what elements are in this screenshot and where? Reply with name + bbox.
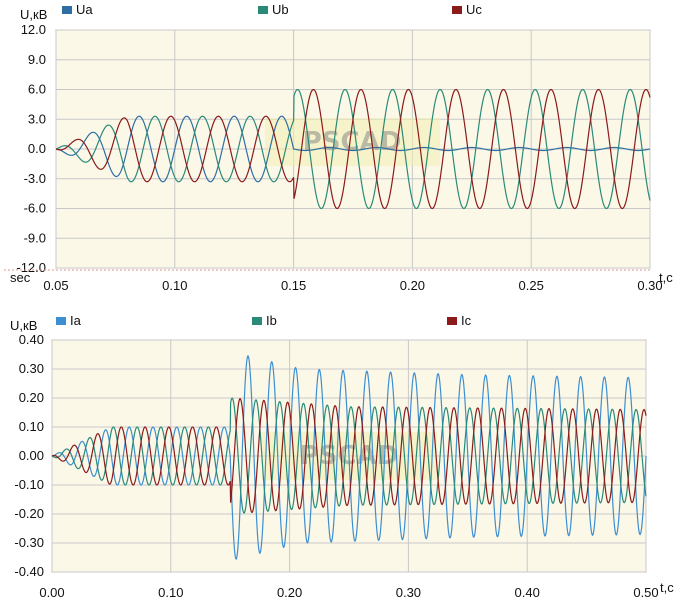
legend-label: Ia bbox=[70, 313, 82, 328]
voltage-y-tick-label: 3.0 bbox=[28, 111, 46, 126]
voltage-y-tick-label: 12.0 bbox=[21, 22, 46, 37]
voltage-y-axis-label: U,кВ bbox=[20, 7, 47, 22]
voltage-series-uc bbox=[55, 88, 651, 210]
legend-label: Uc bbox=[466, 2, 482, 17]
legend-item-uc: Uc bbox=[452, 2, 482, 17]
current-series-ic bbox=[51, 398, 647, 514]
voltage-x-tick-label: 0.20 bbox=[400, 278, 425, 293]
legend-swatch bbox=[62, 6, 72, 14]
voltage-chart: PSCAD 12.09.06.03.00.0-3.0-6.0-9.0-12.0 … bbox=[4, 2, 673, 293]
current-y-tick-label: 0.20 bbox=[19, 390, 44, 405]
current-x-tick-label: 0.10 bbox=[158, 585, 183, 600]
current-y-tick-label: -0.10 bbox=[14, 477, 44, 492]
voltage-y-tick-label: 9.0 bbox=[28, 52, 46, 67]
voltage-x-axis-prefix: sec bbox=[10, 270, 31, 285]
voltage-x-axis-label: t,c bbox=[659, 270, 673, 285]
current-x-tick-label: 0.50 bbox=[633, 585, 658, 600]
current-y-tick-label: 0.00 bbox=[19, 448, 44, 463]
voltage-series-group bbox=[55, 88, 651, 210]
current-series-group bbox=[51, 354, 647, 561]
legend-item-ub: Ub bbox=[258, 2, 289, 17]
voltage-y-tick-labels: 12.0 9.0 6.0 3.0 0.0 -3.0 -6.0 -9.0 -12.0 bbox=[16, 22, 46, 275]
voltage-y-tick-label: 0.0 bbox=[28, 141, 46, 156]
voltage-x-tick-label: 0.25 bbox=[519, 278, 544, 293]
voltage-x-tick-label: 0.05 bbox=[43, 278, 68, 293]
legend-swatch bbox=[56, 317, 66, 325]
current-y-tick-label: -0.20 bbox=[14, 506, 44, 521]
voltage-y-tick-label: -6.0 bbox=[24, 201, 46, 216]
voltage-y-tick-label: -9.0 bbox=[24, 230, 46, 245]
legend-swatch bbox=[452, 6, 462, 14]
voltage-y-tick-label: -3.0 bbox=[24, 171, 46, 186]
current-x-tick-label: 0.40 bbox=[515, 585, 540, 600]
current-y-tick-label: -0.30 bbox=[14, 535, 44, 550]
current-legend: Ia Ib Ic bbox=[56, 313, 472, 328]
legend-label: Ua bbox=[76, 2, 93, 17]
legend-item-ib: Ib bbox=[252, 313, 277, 328]
current-y-tick-label: 0.10 bbox=[19, 419, 44, 434]
voltage-x-tick-label: 0.15 bbox=[281, 278, 306, 293]
current-series-ia bbox=[51, 354, 647, 561]
current-y-tick-labels: 0.40 0.30 0.20 0.10 0.00 -0.10 -0.20 -0.30 -0.40 bbox=[14, 332, 44, 579]
voltage-x-tick-label: 0.10 bbox=[162, 278, 187, 293]
voltage-y-tick-label: -12.0 bbox=[16, 260, 46, 275]
voltage-legend: Ua Ub Uc bbox=[62, 2, 482, 17]
current-chart: PSCAD 0.400.300.200.100.00-0.10-0.20-0.3… bbox=[10, 313, 674, 600]
voltage-y-tick-label: 6.0 bbox=[28, 82, 46, 97]
current-x-tick-label: 0.30 bbox=[396, 585, 421, 600]
legend-label: Ib bbox=[266, 313, 277, 328]
current-x-tick-label: 0.00 bbox=[39, 585, 64, 600]
current-y-tick-label: 0.40 bbox=[19, 332, 44, 347]
current-x-tick-label: 0.20 bbox=[277, 585, 302, 600]
voltage-x-tick-labels: 0.05 0.10 0.15 0.20 0.25 0.30 bbox=[43, 278, 662, 293]
legend-label: Ub bbox=[272, 2, 289, 17]
current-y-axis-label: U,кВ bbox=[10, 318, 37, 333]
svg-text:PSCAD: PSCAD bbox=[303, 127, 402, 157]
legend-label: Ic bbox=[461, 313, 472, 328]
legend-item-ia: Ia bbox=[56, 313, 82, 328]
voltage-x-tick-label: 0.30 bbox=[637, 278, 662, 293]
current-x-axis-label: t,c bbox=[660, 580, 674, 595]
current-y-tick-label: 0.30 bbox=[19, 361, 44, 376]
legend-item-ic: Ic bbox=[447, 313, 472, 328]
legend-item-ua: Ua bbox=[62, 2, 93, 17]
current-series-ib bbox=[51, 397, 647, 514]
current-y-tick-label: -0.40 bbox=[14, 564, 44, 579]
legend-swatch bbox=[447, 317, 457, 325]
current-x-tick-labels: 0.00 0.10 0.20 0.30 0.40 0.50 bbox=[39, 585, 658, 600]
legend-swatch bbox=[252, 317, 262, 325]
legend-swatch bbox=[258, 6, 268, 14]
